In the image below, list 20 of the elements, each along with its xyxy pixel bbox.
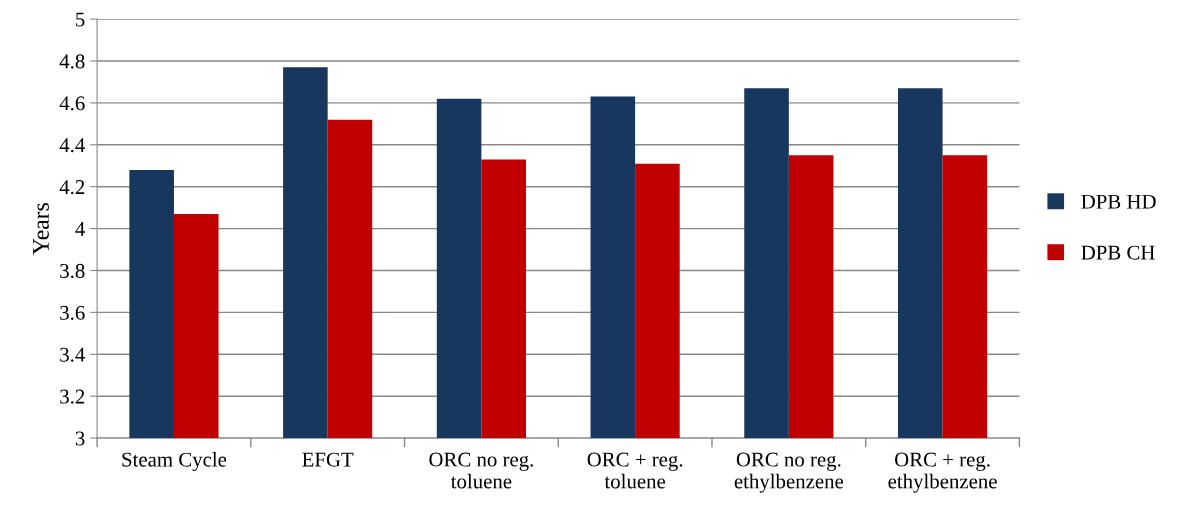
y-tick-label: 3.2 bbox=[60, 389, 85, 404]
y-tick-label: 3.4 bbox=[60, 347, 85, 362]
legend-label: DPB CH bbox=[1081, 245, 1155, 260]
y-tick-label: 3 bbox=[75, 431, 85, 446]
x-tick-label: Steam Cycle bbox=[122, 451, 227, 471]
y-tick-label: 4.4 bbox=[59, 138, 85, 153]
y-tick-label: 4.8 bbox=[59, 54, 85, 69]
y-tick-label: 3.6 bbox=[60, 305, 85, 320]
y-tick-label: 4.2 bbox=[59, 180, 85, 195]
x-tick-label: ORC no reg. ethylbenzene bbox=[734, 452, 844, 493]
y-tick-label: 3.8 bbox=[60, 263, 85, 279]
y-tick-label: 5 bbox=[76, 12, 85, 27]
y-tick-label: 4.6 bbox=[59, 96, 85, 111]
y-axis-title: Years bbox=[33, 203, 49, 255]
legend-label: DPB HD bbox=[1081, 194, 1156, 209]
x-tick-label: ORC no reg. toluene bbox=[429, 452, 533, 489]
x-tick-label: ORC + reg. ethylbenzene bbox=[888, 452, 997, 493]
y-tick-label: 4 bbox=[75, 222, 85, 236]
x-tick-label: EFGT bbox=[302, 452, 354, 467]
x-tick-label: ORC + reg. toluene bbox=[587, 452, 683, 489]
